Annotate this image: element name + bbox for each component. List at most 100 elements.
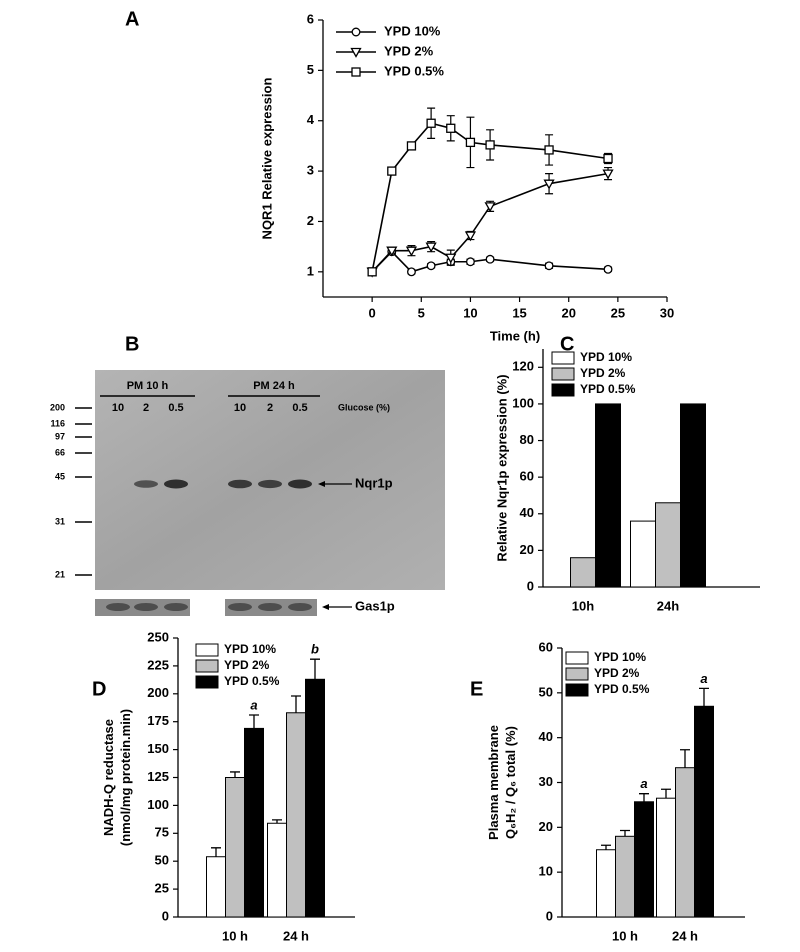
- arrow-head: [318, 481, 325, 487]
- marker: [350, 47, 362, 58]
- legend-swatch: [565, 651, 589, 665]
- bar: [634, 801, 654, 918]
- y-tick-label: 0: [162, 908, 169, 923]
- band-label: Nqr1p: [355, 475, 393, 490]
- bar: [615, 835, 635, 918]
- marker-label: 116: [50, 418, 65, 428]
- x-tick-label: 30: [660, 305, 674, 320]
- marker: [351, 67, 361, 77]
- y-tick-label: 30: [539, 774, 553, 789]
- legend-swatch: [195, 659, 219, 673]
- control-band: [228, 603, 252, 611]
- x-tick-label: 24 h: [283, 928, 309, 943]
- y-tick-label: 200: [147, 685, 169, 700]
- bar: [286, 712, 306, 918]
- bar: [680, 403, 706, 588]
- annotation: a: [250, 697, 257, 712]
- panel-label: A: [125, 8, 139, 30]
- error-bar: [661, 788, 671, 799]
- annotation: a: [640, 776, 647, 791]
- x-tick-label: 10 h: [612, 928, 638, 943]
- marker-label: 45: [55, 471, 65, 481]
- bar: [694, 705, 714, 918]
- marker: [603, 264, 613, 274]
- legend-swatch: [565, 667, 589, 681]
- protein-band: [134, 480, 158, 488]
- y-tick-label: 250: [147, 629, 169, 644]
- bar: [655, 502, 681, 588]
- bar: [595, 403, 621, 588]
- marker: [602, 169, 614, 180]
- legend-label: YPD 10%: [384, 23, 441, 38]
- protein-band: [164, 479, 188, 489]
- x-axis-label: Time (h): [490, 328, 540, 343]
- marker: [543, 179, 555, 190]
- marker: [425, 242, 437, 253]
- y-tick-label: 25: [155, 881, 169, 896]
- y-tick-label: 120: [512, 359, 534, 374]
- lane-label: 2: [143, 402, 149, 414]
- annotation: b: [311, 642, 319, 657]
- bar: [630, 520, 656, 588]
- y-axis-label: NADH-Q reductase: [101, 719, 116, 836]
- legend-label: YPD 0.5%: [224, 674, 280, 688]
- x-tick-label: 24h: [657, 598, 679, 613]
- marker: [484, 202, 496, 213]
- protein-band: [258, 479, 282, 489]
- legend-label: YPD 0.5%: [384, 63, 444, 78]
- bar: [570, 557, 596, 588]
- panel-label: C: [560, 333, 574, 355]
- y-tick-label: 225: [147, 657, 169, 672]
- legend-label: YPD 2%: [580, 366, 626, 380]
- marker-label: 97: [55, 431, 65, 441]
- legend-swatch: [195, 643, 219, 657]
- y-tick-label: 100: [512, 395, 534, 410]
- marker: [386, 246, 398, 257]
- marker: [544, 145, 554, 155]
- marker: [465, 137, 476, 148]
- y-tick-label: 50: [155, 853, 169, 868]
- y-tick-label: 50: [539, 684, 553, 699]
- x-tick-label: 25: [611, 305, 625, 320]
- x-tick-label: 15: [512, 305, 526, 320]
- y-tick-label: 60: [539, 639, 553, 654]
- annotation: a: [700, 671, 707, 686]
- marker-label: 31: [55, 516, 65, 526]
- group-label: PM 24 h: [253, 380, 295, 392]
- legend-swatch: [551, 367, 575, 381]
- y-axis-label: Plasma membrane: [486, 725, 501, 840]
- y-tick-label: 20: [539, 819, 553, 834]
- panel-label: B: [125, 333, 139, 355]
- y-tick-label: 125: [147, 769, 169, 784]
- error-bar: [620, 829, 630, 837]
- control-band: [106, 603, 130, 611]
- marker: [465, 257, 475, 267]
- bar: [244, 727, 264, 918]
- legend-label: YPD 0.5%: [594, 682, 650, 696]
- marker-label: 66: [55, 447, 65, 457]
- marker: [387, 166, 397, 176]
- lane-title: Glucose (%): [338, 402, 390, 412]
- x-tick-label: 5: [418, 305, 425, 320]
- marker: [405, 246, 418, 257]
- bar: [267, 822, 287, 918]
- bar: [206, 856, 226, 918]
- y-tick-label: 175: [147, 713, 169, 728]
- legend-label: YPD 10%: [580, 350, 632, 364]
- y-tick-label: 1: [307, 263, 314, 278]
- y-tick-label: 10: [539, 864, 553, 879]
- legend-label: YPD 2%: [384, 43, 434, 58]
- control-label: Gas1p: [355, 598, 395, 613]
- y-tick-label: 60: [520, 469, 534, 484]
- y-tick-label: 3: [307, 163, 314, 178]
- y-axis-label: (nmol/mg protein.min): [118, 709, 133, 846]
- bar: [656, 797, 676, 918]
- error-bar: [230, 771, 240, 778]
- y-tick-label: 4: [307, 112, 315, 127]
- marker: [445, 253, 457, 264]
- y-axis-label: Relative Nqr1p expression (%): [494, 374, 509, 561]
- protein-band: [228, 479, 252, 489]
- legend-swatch: [565, 683, 589, 697]
- y-tick-label: 150: [147, 741, 169, 756]
